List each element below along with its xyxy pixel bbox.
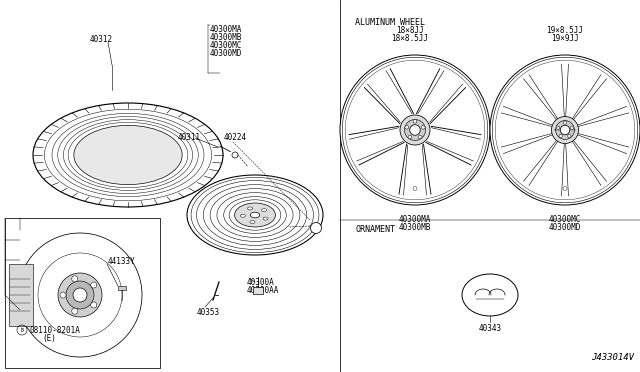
Circle shape <box>568 134 571 138</box>
Circle shape <box>563 121 566 124</box>
Circle shape <box>73 288 87 302</box>
Text: 40300MA: 40300MA <box>210 25 243 34</box>
Circle shape <box>419 135 422 139</box>
Text: 18×8JJ: 18×8JJ <box>396 26 424 35</box>
Circle shape <box>72 308 77 314</box>
Text: ALUMINUM WHEEL: ALUMINUM WHEEL <box>355 18 425 27</box>
Circle shape <box>556 126 559 129</box>
Text: 40300A: 40300A <box>247 278 275 287</box>
Circle shape <box>552 116 579 144</box>
Text: 40300MA: 40300MA <box>399 215 431 224</box>
Circle shape <box>408 135 412 139</box>
FancyBboxPatch shape <box>5 218 160 368</box>
Circle shape <box>400 115 430 145</box>
Bar <box>253 287 263 294</box>
Text: 40300MD: 40300MD <box>210 49 243 58</box>
Circle shape <box>340 55 490 205</box>
Text: 40343: 40343 <box>479 324 502 333</box>
Ellipse shape <box>462 274 518 316</box>
Circle shape <box>404 119 426 141</box>
Bar <box>118 286 126 290</box>
Text: 40300MC: 40300MC <box>549 215 581 224</box>
Text: B: B <box>20 327 24 333</box>
Text: 18×8.5JJ: 18×8.5JJ <box>392 34 429 43</box>
Circle shape <box>560 125 570 135</box>
Text: (E): (E) <box>42 334 56 343</box>
Circle shape <box>570 126 573 129</box>
Circle shape <box>559 134 563 138</box>
Circle shape <box>18 233 142 357</box>
Circle shape <box>58 273 102 317</box>
Ellipse shape <box>187 175 323 255</box>
FancyBboxPatch shape <box>9 264 33 326</box>
Circle shape <box>556 121 575 140</box>
Text: 44133Y: 44133Y <box>108 257 136 266</box>
Circle shape <box>66 281 94 309</box>
Circle shape <box>405 125 408 129</box>
Ellipse shape <box>248 207 253 210</box>
Circle shape <box>60 292 66 298</box>
Circle shape <box>310 222 321 234</box>
Text: 08110-8201A: 08110-8201A <box>30 326 81 335</box>
Ellipse shape <box>74 125 182 185</box>
Circle shape <box>410 125 420 135</box>
Text: 40300MC: 40300MC <box>210 41 243 50</box>
Ellipse shape <box>263 217 268 220</box>
Text: 40311: 40311 <box>178 133 201 142</box>
Ellipse shape <box>262 209 267 212</box>
Circle shape <box>413 119 417 123</box>
Circle shape <box>422 125 425 129</box>
Text: 40312: 40312 <box>90 35 113 44</box>
Ellipse shape <box>250 221 255 224</box>
Circle shape <box>72 276 77 282</box>
Ellipse shape <box>250 212 260 218</box>
Text: 40300MD: 40300MD <box>549 223 581 232</box>
Text: J433014V: J433014V <box>591 353 634 362</box>
Text: ORNAMENT: ORNAMENT <box>355 225 395 234</box>
Text: 19×9JJ: 19×9JJ <box>551 34 579 43</box>
Circle shape <box>232 152 238 158</box>
Text: 40300AA: 40300AA <box>247 286 280 295</box>
Ellipse shape <box>235 203 275 227</box>
Circle shape <box>91 282 97 288</box>
Circle shape <box>91 302 97 308</box>
Text: 40224: 40224 <box>224 133 247 142</box>
Text: 19×8.5JJ: 19×8.5JJ <box>547 26 584 35</box>
Ellipse shape <box>33 103 223 207</box>
Text: 40353: 40353 <box>197 308 220 317</box>
Circle shape <box>490 55 640 205</box>
Text: 40300MB: 40300MB <box>210 33 243 42</box>
Text: 40300MB: 40300MB <box>399 223 431 232</box>
Ellipse shape <box>241 214 245 217</box>
